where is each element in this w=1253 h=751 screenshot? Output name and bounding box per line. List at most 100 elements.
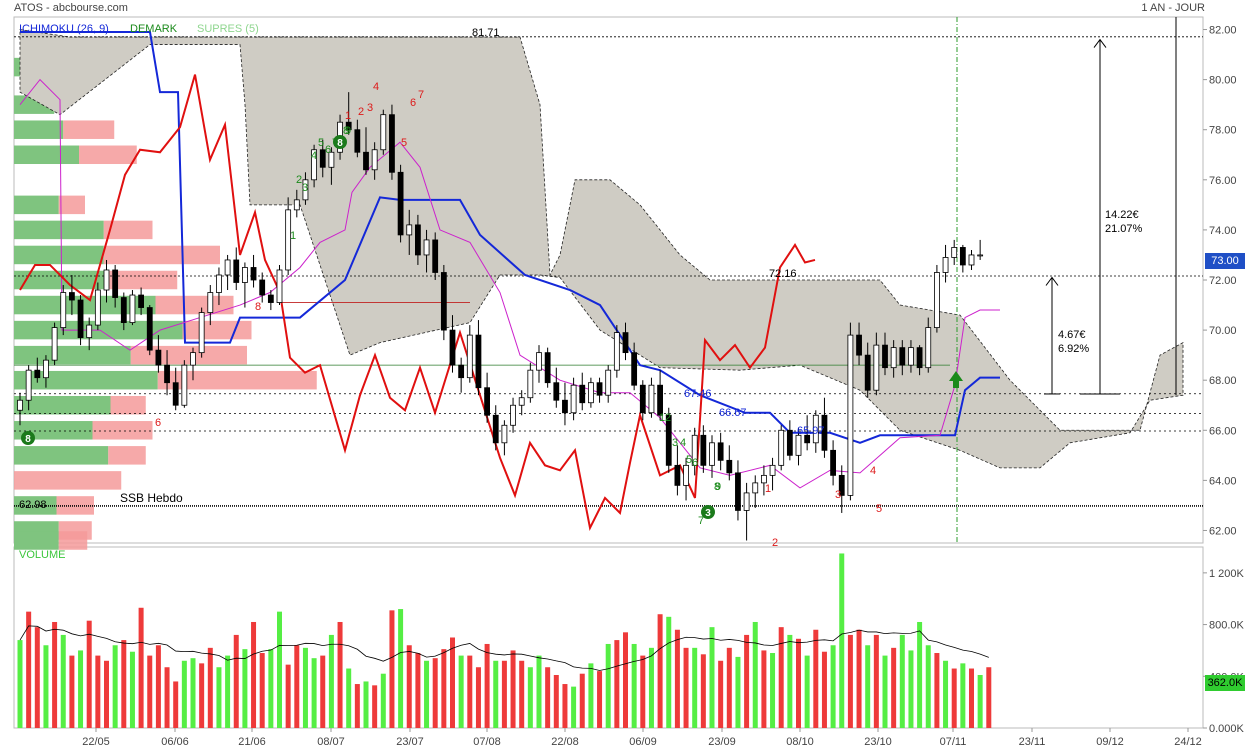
demark-red-count: 1: [765, 483, 771, 495]
candle-body: [319, 149, 326, 168]
candle-body: [726, 459, 733, 474]
candle-body: [743, 492, 750, 511]
volume-legend: VOLUME: [19, 549, 65, 561]
candle-body: [389, 114, 395, 173]
volume-bar: [60, 634, 66, 728]
price-tick-label: 74.00: [1209, 225, 1237, 237]
level-6597-label: 65.97: [797, 425, 825, 437]
buy-signal-arrow: [949, 371, 963, 388]
candle-body: [69, 292, 75, 301]
candle-body: [354, 129, 361, 153]
candle-body: [241, 267, 248, 283]
chikou-span-line: [19, 74, 816, 532]
demark-green-count: 3: [302, 182, 308, 194]
ssb-level-label: 62.98: [19, 499, 47, 511]
volume-bar: [112, 645, 118, 728]
candle-body: [164, 364, 170, 384]
candle-body: [129, 294, 136, 323]
candle-body: [890, 347, 897, 369]
candle-body: [657, 384, 663, 416]
level-6667-label: 66.67: [719, 407, 747, 419]
tenkan-sen-line: [19, 78, 1000, 489]
candle-body: [267, 294, 274, 303]
candle-body: [942, 257, 949, 273]
date-label: 08/10: [786, 736, 814, 748]
candle-body: [838, 474, 845, 496]
volume-bar: [121, 640, 127, 728]
volume-bar: [718, 660, 724, 728]
candle-body: [700, 434, 707, 466]
price-tick-label: 62.00: [1209, 525, 1237, 537]
last-volume-badge: 362.0K: [1205, 675, 1245, 691]
candle-body: [925, 327, 932, 369]
candle-body: [518, 397, 525, 406]
volume-bar: [450, 637, 455, 728]
candle-body: [959, 247, 966, 266]
volume-profile-green-bar: [14, 345, 131, 365]
volume-bar: [787, 634, 793, 728]
price-tick-label: 80.00: [1209, 75, 1237, 87]
volume-bar: [666, 616, 672, 728]
candle-body: [562, 399, 568, 414]
candle-body: [665, 414, 672, 466]
date-label: 09/12: [1096, 736, 1124, 748]
candle-body: [120, 297, 127, 323]
price-tick-label: 76.00: [1209, 175, 1237, 187]
candle-body: [882, 344, 888, 369]
gain-big-arrow-head: [1093, 38, 1107, 48]
volume-bar: [977, 674, 983, 728]
demark-green-count: 8: [714, 481, 720, 493]
ichimoku-legend: ICHIMOKU (26, 9): [19, 23, 109, 35]
volume-bar: [26, 611, 32, 728]
date-label: 22/05: [82, 736, 110, 748]
demark-green-count: 7: [698, 515, 704, 527]
candle-body: [414, 224, 421, 256]
price-tick-label: 82.00: [1209, 25, 1237, 37]
candle-body: [406, 224, 413, 236]
period-label[interactable]: 1 AN - JOUR: [1141, 2, 1205, 14]
volume-bar: [882, 655, 888, 728]
volume-bar: [778, 627, 784, 728]
volume-bar: [813, 629, 819, 728]
volume-profile-red-bar: [92, 421, 153, 440]
volume-profile-green-bar: [14, 245, 104, 265]
volume-bar: [899, 634, 905, 728]
volume-profile-red-bar: [110, 395, 146, 415]
candle-body: [570, 384, 577, 414]
volume-bar: [683, 647, 689, 728]
volume-bar: [277, 611, 282, 728]
demark-green-count: 1: [659, 412, 665, 424]
volume-bar: [311, 658, 317, 728]
date-label: 23/10: [864, 736, 892, 748]
volume-bar: [796, 638, 801, 728]
candle-body: [613, 332, 620, 371]
volume-bar: [631, 643, 637, 728]
demark-red-count: 6: [155, 417, 161, 429]
volume-bar: [770, 653, 776, 728]
volume-profile-red-bar: [58, 531, 88, 550]
volume-bar: [951, 668, 957, 728]
volume-bar: [129, 651, 135, 728]
volume-bar: [251, 621, 257, 728]
candle-body: [224, 259, 231, 276]
demark-red-count: 4: [870, 465, 876, 477]
volume-tick-label: 0.000K: [1209, 723, 1245, 735]
candle-body: [190, 352, 196, 366]
setup-badge-right: [701, 505, 715, 519]
demark-red-count: 2: [772, 537, 778, 549]
candle-body: [786, 429, 793, 456]
volume-bar: [648, 647, 654, 728]
candle-body: [43, 359, 49, 379]
candle-body: [440, 272, 447, 331]
volume-bar: [138, 607, 144, 728]
volume-bar: [605, 643, 611, 728]
volume-bar: [943, 660, 949, 728]
candle-body: [77, 299, 84, 339]
candle-body: [466, 334, 473, 379]
gain-small-amount: 4.67€: [1058, 329, 1086, 341]
volume-profile-green-bar: [14, 446, 109, 465]
volume-bar: [804, 655, 810, 728]
demark-red-count: 7: [418, 89, 424, 101]
volume-bar: [493, 660, 499, 728]
